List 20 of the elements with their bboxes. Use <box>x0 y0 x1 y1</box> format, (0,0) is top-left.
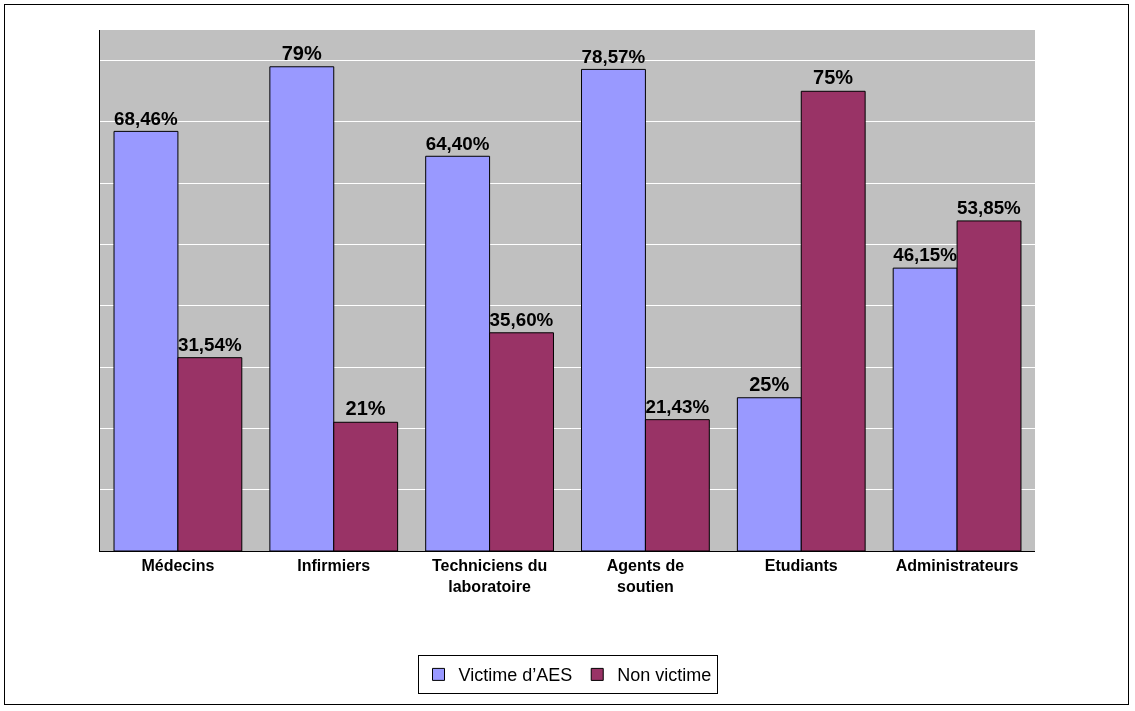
x-tick-label: Agents de soutien <box>606 557 685 595</box>
data-label: 31,54% <box>177 333 242 355</box>
x-tick-label: Etudiants <box>764 557 838 575</box>
data-label: 64,40% <box>425 132 490 154</box>
data-label: 53,85% <box>957 197 1022 219</box>
data-label: 21,43% <box>645 395 710 417</box>
data-label: 78,57% <box>581 45 646 67</box>
x-tick-label: Administrateurs <box>895 557 1019 575</box>
data-label: 35,60% <box>489 309 554 331</box>
legend-label: Non victime <box>617 665 712 686</box>
data-label: 68,46% <box>114 107 179 129</box>
data-label: 46,15% <box>893 244 958 266</box>
data-label: 79% <box>281 41 322 64</box>
legend-label: Victime d’AES <box>458 665 573 686</box>
x-tick-label: Médecins <box>141 557 215 575</box>
x-tick-label: Infirmiers <box>297 557 371 575</box>
data-label: 75% <box>813 66 854 89</box>
data-label: 21% <box>345 397 386 420</box>
data-label: 25% <box>749 372 790 395</box>
x-tick-label: Techniciens du laboratoire <box>431 557 548 595</box>
